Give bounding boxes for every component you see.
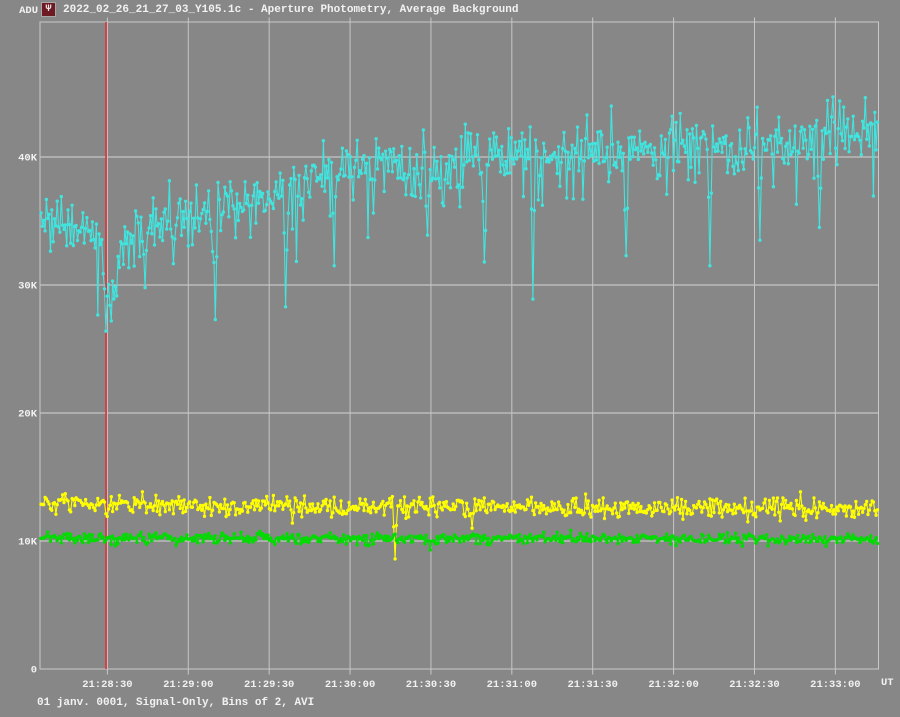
y-tick-label: 30K [18, 281, 38, 293]
y-tick-label: 20K [18, 409, 38, 421]
x-tick-label: 21:31:00 [487, 679, 537, 691]
x-tick-label: 21:30:30 [406, 679, 456, 691]
app-window: ADU Ψ 2022_02_26_21_27_03_Y105.1c - Aper… [0, 0, 900, 717]
y-tick-label: 0 [31, 665, 37, 677]
series-target-signal-points [41, 97, 878, 331]
axis-tick-labels: 0 10K 20K 30K 40K 21:28:30 21:29:00 21:29:30 21:… [18, 153, 860, 691]
lightcurve-plot[interactable]: 0 10K 20K 30K 40K 21:28:30 21:29:00 21:29:30 21:… [0, 0, 900, 717]
x-tick-label: 21:29:00 [163, 679, 213, 691]
x-tick-label: 21:32:00 [648, 679, 698, 691]
gridlines [40, 22, 879, 669]
x-tick-label: 21:30:00 [325, 679, 375, 691]
axis-ticks [107, 18, 835, 675]
x-tick-label: 21:33:00 [810, 679, 860, 691]
series-target-signal-line [41, 97, 878, 331]
x-tick-label: 21:28:30 [82, 679, 132, 691]
data-series [41, 97, 878, 559]
plot-border [40, 22, 879, 669]
y-tick-label: 40K [18, 153, 38, 165]
y-tick-label: 10K [18, 537, 38, 549]
x-tick-label: 21:32:30 [729, 679, 779, 691]
x-tick-label: 21:31:30 [567, 679, 617, 691]
status-bar: 01 janv. 0001, Signal-Only, Bins of 2, A… [37, 697, 314, 709]
x-tick-label: 21:29:30 [244, 679, 294, 691]
x-axis-unit-label: UT [881, 677, 894, 689]
series-comparison-star-2-points [41, 530, 878, 550]
series-comparison-star-1-points [41, 492, 878, 559]
